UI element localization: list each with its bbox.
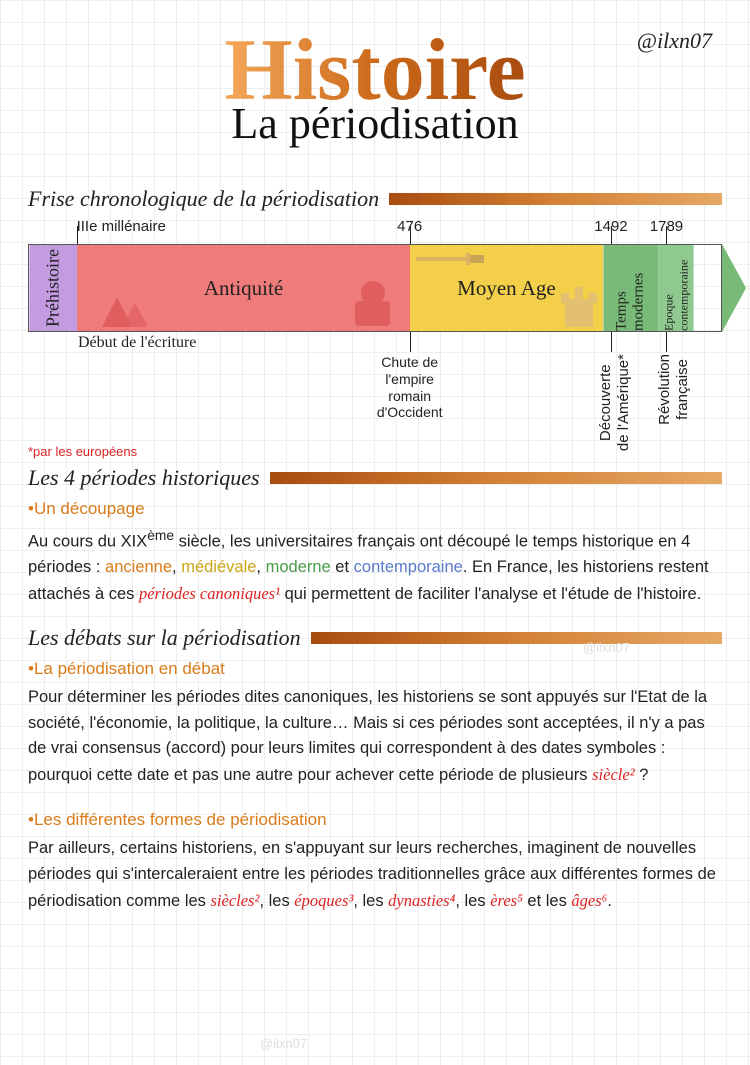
- timeline-top-labels: IIIe millénaire 476 1492 1789: [28, 218, 722, 240]
- watermark: @ilxn07: [260, 1036, 307, 1051]
- paragraph-decoupage: Au cours du XIXème siècle, les universit…: [28, 525, 722, 607]
- sphinx-icon: [345, 271, 400, 331]
- bullet-formes: •Les différentes formes de périodisation: [28, 810, 722, 830]
- top-label-a: IIIe millénaire: [77, 218, 166, 235]
- tick: [666, 226, 667, 244]
- period-label: Préhistoire: [43, 249, 64, 327]
- section-bar: [389, 193, 722, 205]
- paragraph-formes: Par ailleurs, certains historiens, en s'…: [28, 836, 722, 914]
- tick: [410, 332, 411, 352]
- period-label: Temps modernes: [614, 245, 648, 331]
- tick: [666, 332, 667, 352]
- tick: [611, 226, 612, 244]
- tick: [611, 332, 612, 352]
- section-heading-1: Frise chronologique de la périodisation: [28, 186, 722, 212]
- tick: [77, 226, 78, 244]
- period-antiquite: Antiquité: [77, 245, 409, 331]
- tick: [410, 226, 411, 244]
- timeline-bar: Préhistoire Antiquité Moyen Age Temps mo…: [28, 244, 722, 332]
- timeline-bottom-labels: Chute de l'empire romain d'Occident Déco…: [28, 354, 722, 454]
- paragraph-debat: Pour déterminer les périodes dites canon…: [28, 685, 722, 788]
- sword-icon: [416, 249, 486, 269]
- section-heading-2: Les 4 périodes historiques: [28, 465, 722, 491]
- period-label: Epoque contemporaine: [661, 245, 691, 331]
- section-bar: [270, 472, 722, 484]
- bottom-label-476: Chute de l'empire romain d'Occident: [377, 354, 443, 421]
- period-moyenage: Moyen Age: [410, 245, 604, 331]
- pyramid-icon: [87, 289, 147, 329]
- bullet-decoupage: •Un découpage: [28, 499, 722, 519]
- period-temps-modernes: Temps modernes: [603, 245, 658, 331]
- castle-icon: [559, 279, 599, 329]
- watermark: @ilxn07: [583, 640, 630, 655]
- timeline: IIIe millénaire 476 1492 1789 Préhistoir…: [28, 218, 722, 459]
- period-contemporaine: Epoque contemporaine: [659, 245, 694, 331]
- caption-ecriture: Début de l'écriture: [78, 334, 722, 352]
- bullet-debat: •La périodisation en débat: [28, 659, 722, 679]
- section-title: Les 4 périodes historiques: [28, 465, 260, 491]
- title-block: Histoire La périodisation: [28, 20, 722, 180]
- section-title: Les débats sur la périodisation: [28, 625, 301, 651]
- page-subtitle: La périodisation: [231, 98, 518, 149]
- period-label: Moyen Age: [457, 276, 556, 301]
- period-prehistoire: Préhistoire: [29, 245, 77, 331]
- period-label: Antiquité: [204, 276, 283, 301]
- bottom-label-1492: Découverte de l'Amérique*: [597, 354, 633, 451]
- section-title: Frise chronologique de la périodisation: [28, 186, 379, 212]
- bottom-label-1789: Révolution française: [656, 354, 692, 425]
- section-bar: [311, 632, 722, 644]
- arrow-tip-icon: [722, 244, 746, 332]
